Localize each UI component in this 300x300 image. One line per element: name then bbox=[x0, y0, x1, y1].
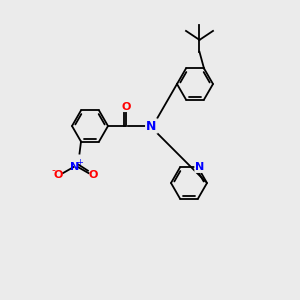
Text: +: + bbox=[76, 158, 83, 167]
Text: O: O bbox=[121, 101, 131, 112]
Text: N: N bbox=[195, 162, 204, 172]
Text: -: - bbox=[51, 165, 56, 175]
Text: O: O bbox=[54, 169, 63, 180]
Text: O: O bbox=[88, 169, 98, 180]
Text: N: N bbox=[146, 119, 157, 133]
Text: N: N bbox=[70, 162, 80, 172]
